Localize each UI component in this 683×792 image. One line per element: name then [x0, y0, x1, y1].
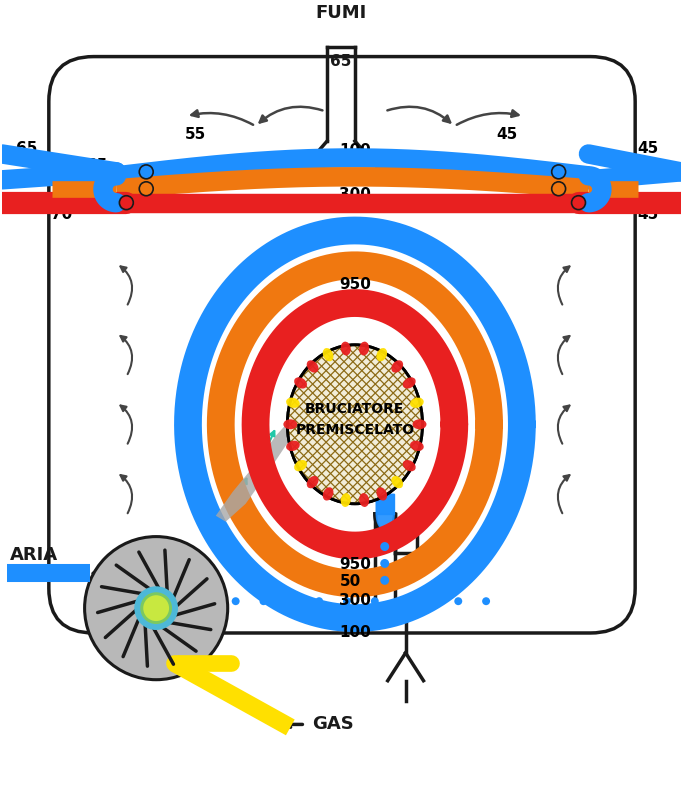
Ellipse shape	[403, 460, 416, 471]
Ellipse shape	[286, 440, 300, 451]
Circle shape	[371, 597, 379, 605]
Ellipse shape	[359, 341, 369, 356]
Ellipse shape	[322, 487, 333, 501]
Circle shape	[380, 559, 389, 568]
Circle shape	[380, 576, 389, 584]
Text: 65: 65	[16, 140, 38, 155]
Circle shape	[85, 537, 227, 680]
Text: 65: 65	[86, 158, 107, 173]
Ellipse shape	[294, 377, 307, 389]
Text: 100: 100	[339, 626, 371, 641]
Circle shape	[120, 196, 133, 210]
Ellipse shape	[359, 493, 369, 507]
Text: PREMISCELATO: PREMISCELATO	[295, 423, 415, 437]
Circle shape	[552, 182, 566, 196]
Circle shape	[260, 597, 268, 605]
Ellipse shape	[307, 360, 318, 373]
Text: 45: 45	[637, 207, 658, 222]
Ellipse shape	[288, 345, 423, 504]
Circle shape	[426, 597, 434, 605]
Ellipse shape	[391, 476, 403, 489]
Ellipse shape	[294, 460, 307, 471]
Circle shape	[454, 597, 462, 605]
Ellipse shape	[341, 493, 351, 507]
Ellipse shape	[376, 348, 387, 361]
Polygon shape	[216, 414, 305, 522]
Circle shape	[143, 596, 169, 621]
Circle shape	[139, 165, 153, 179]
Text: 45: 45	[637, 140, 658, 155]
Text: GAS: GAS	[312, 715, 354, 733]
Ellipse shape	[341, 341, 351, 356]
Circle shape	[482, 597, 490, 605]
Circle shape	[399, 597, 406, 605]
Circle shape	[552, 165, 566, 179]
Ellipse shape	[403, 377, 416, 389]
Ellipse shape	[413, 419, 426, 429]
Circle shape	[343, 597, 351, 605]
Circle shape	[139, 182, 153, 196]
Text: FUMI: FUMI	[316, 4, 367, 22]
Text: 50: 50	[339, 574, 361, 588]
Circle shape	[135, 586, 178, 630]
Ellipse shape	[283, 419, 297, 429]
Text: ARIA: ARIA	[10, 546, 58, 565]
Text: BRUCIATORE: BRUCIATORE	[305, 402, 404, 417]
Text: 950: 950	[339, 276, 371, 291]
Text: 950: 950	[339, 557, 371, 572]
Ellipse shape	[307, 476, 318, 489]
Circle shape	[315, 597, 323, 605]
Text: 70: 70	[51, 207, 72, 222]
Circle shape	[380, 542, 389, 551]
Text: 65: 65	[331, 54, 352, 69]
Ellipse shape	[286, 398, 300, 408]
Ellipse shape	[410, 440, 423, 451]
Text: 100: 100	[339, 143, 371, 158]
Ellipse shape	[391, 360, 403, 373]
Text: 300: 300	[339, 593, 371, 608]
Ellipse shape	[376, 487, 387, 501]
Text: 45: 45	[578, 191, 599, 206]
Text: 300: 300	[339, 187, 371, 202]
Circle shape	[572, 196, 585, 210]
FancyBboxPatch shape	[48, 56, 635, 633]
Text: 45: 45	[497, 127, 518, 142]
Circle shape	[140, 592, 172, 624]
Ellipse shape	[410, 398, 423, 408]
Circle shape	[288, 597, 295, 605]
Circle shape	[232, 597, 240, 605]
Text: 55: 55	[185, 127, 206, 142]
Ellipse shape	[322, 348, 333, 361]
